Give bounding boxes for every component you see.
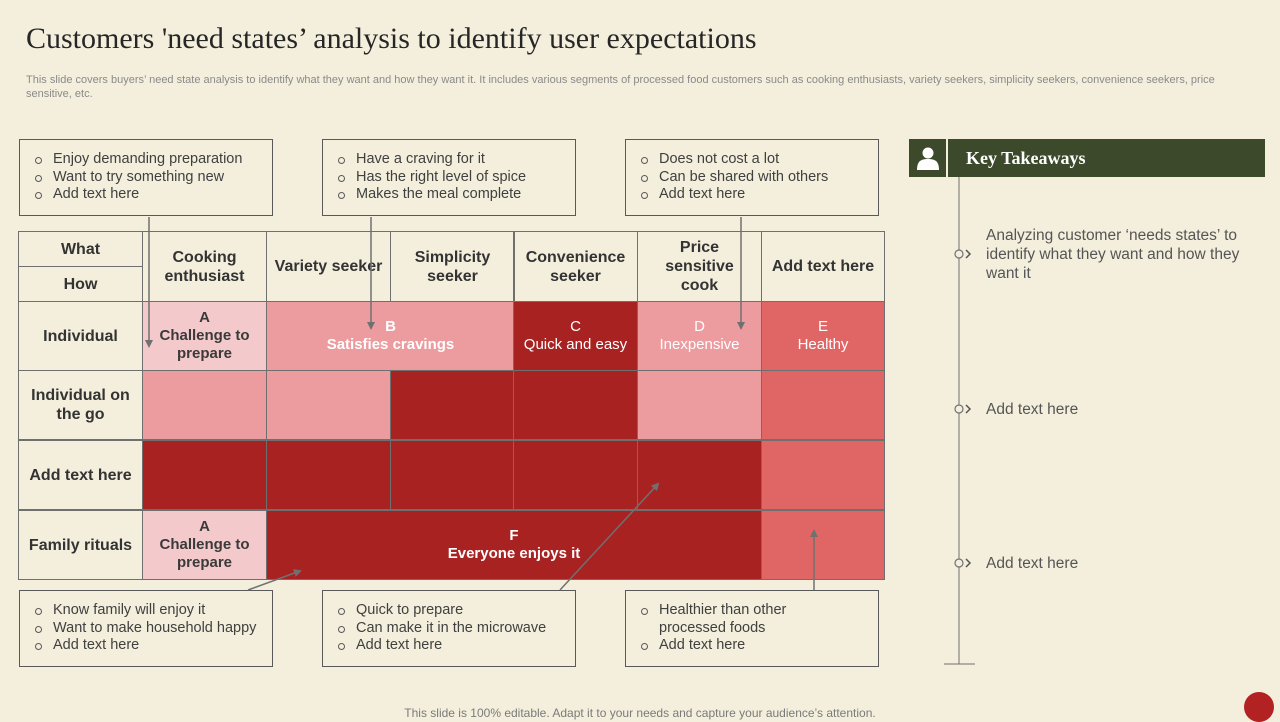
row-header: Individual <box>18 301 143 371</box>
matrix-cell <box>761 440 885 510</box>
row-header: Family rituals <box>18 510 143 580</box>
row-header: Add text here <box>18 440 143 510</box>
note-bullet: Can be shared with others <box>638 169 868 187</box>
user-icon <box>909 139 948 177</box>
matrix-cell <box>761 510 885 580</box>
column-header: Cooking enthusiast <box>142 231 267 302</box>
segment-label: Satisfies cravings <box>326 336 455 353</box>
matrix-cell <box>266 370 391 440</box>
page-title: Customers 'need states’ analysis to iden… <box>26 22 757 55</box>
note-bullet: Enjoy demanding preparation <box>32 151 262 169</box>
matrix-cell <box>513 370 638 440</box>
note-bullet: Quick to prepare <box>335 602 565 620</box>
segment-label: Challenge to prepare <box>159 327 250 362</box>
note-bullet: Add text here <box>638 637 868 655</box>
timeline-node <box>954 558 964 568</box>
page-subtitle: This slide covers buyers’ need state ana… <box>26 74 1215 100</box>
segment-label: Everyone enjoys it <box>447 545 581 562</box>
matrix-cell <box>390 440 515 510</box>
column-header: Variety seeker <box>266 231 391 302</box>
note-bullet: Does not cost a lot <box>638 151 868 169</box>
column-header: Convenience seeker <box>513 231 638 302</box>
row-header: Individual on the go <box>18 370 143 440</box>
takeaway-item: Analyzing customer ‘needs states’ to ide… <box>986 227 1240 282</box>
note-bullet: Know family will enjoy it <box>32 602 262 620</box>
timeline-node <box>954 249 964 259</box>
note-bullet: Has the right level of spice <box>335 169 565 187</box>
note-bullet: Add text here <box>335 637 565 655</box>
segment-d-cell: D Inexpensive <box>637 301 762 371</box>
note-bullet: Want to try something new <box>32 169 262 187</box>
timeline-node <box>954 404 964 414</box>
footer-note: This slide is 100% editable. Adapt it to… <box>404 706 876 720</box>
segment-label: Healthy <box>797 336 849 353</box>
note-cooking-enthusiast: Enjoy demanding preparation Want to try … <box>19 139 273 216</box>
note-convenience: Quick to prepare Can make it in the micr… <box>322 590 576 667</box>
chevron-right-icon <box>965 249 972 259</box>
matrix-cell <box>142 370 267 440</box>
note-bullet: Want to make household happy <box>32 620 262 638</box>
key-takeaways-title: Key Takeaways <box>966 148 1086 168</box>
matrix-cell <box>513 440 638 510</box>
segment-letter: B <box>385 318 396 335</box>
segment-letter: C <box>570 318 581 335</box>
note-price-sensitive: Does not cost a lot Can be shared with o… <box>625 139 879 216</box>
note-bullet: Makes the meal complete <box>335 186 565 204</box>
note-bullet: Healthier than other processed foods <box>638 602 819 637</box>
chevron-right-icon <box>965 404 972 414</box>
note-healthy: Healthier than other processed foods Add… <box>625 590 879 667</box>
takeaway-item: Add text here <box>986 401 1079 418</box>
segment-f-cell: F Everyone enjoys it <box>266 510 762 580</box>
segment-label: Quick and easy <box>523 336 628 353</box>
how-header: How <box>18 266 143 302</box>
note-bullet: Add text here <box>32 186 262 204</box>
column-header: Simplicity seeker <box>390 231 515 302</box>
segment-letter: A <box>199 518 210 535</box>
matrix-cell <box>761 370 885 440</box>
matrix-cell <box>637 440 762 510</box>
need-states-matrix: What How Cooking enthusiast Variety seek… <box>18 231 885 580</box>
corner-decoration <box>1244 692 1274 722</box>
matrix-cell <box>390 370 515 440</box>
note-bullet: Can make it in the microwave <box>335 620 565 638</box>
what-header: What <box>18 231 143 267</box>
matrix-cell <box>637 370 762 440</box>
segment-b-cell: B Satisfies cravings <box>266 301 515 371</box>
segment-a-cell: A Challenge to prepare <box>142 301 267 371</box>
column-header: Add text here <box>761 231 885 302</box>
column-header: Price sensitive cook <box>637 231 762 302</box>
note-family-rituals: Know family will enjoy it Want to make h… <box>19 590 273 667</box>
takeaway-item: Add text here <box>986 555 1079 572</box>
chevron-right-icon <box>965 558 972 568</box>
segment-c-cell: C Quick and easy <box>513 301 638 371</box>
segment-label: Inexpensive <box>659 336 740 353</box>
segment-letter: A <box>199 309 210 326</box>
segment-label: Challenge to prepare <box>159 536 250 571</box>
segment-a-cell: A Challenge to prepare <box>142 510 267 580</box>
note-bullet: Add text here <box>32 637 262 655</box>
segment-e-cell: E Healthy <box>761 301 885 371</box>
key-takeaways-header: Key Takeaways <box>909 139 1265 177</box>
matrix-cell <box>266 440 391 510</box>
matrix-cell <box>142 440 267 510</box>
note-variety-seeker: Have a craving for it Has the right leve… <box>322 139 576 216</box>
segment-letter: D <box>694 318 705 335</box>
segment-letter: F <box>509 527 519 544</box>
note-bullet: Have a craving for it <box>335 151 565 169</box>
note-bullet: Add text here <box>638 186 868 204</box>
segment-letter: E <box>817 318 828 335</box>
